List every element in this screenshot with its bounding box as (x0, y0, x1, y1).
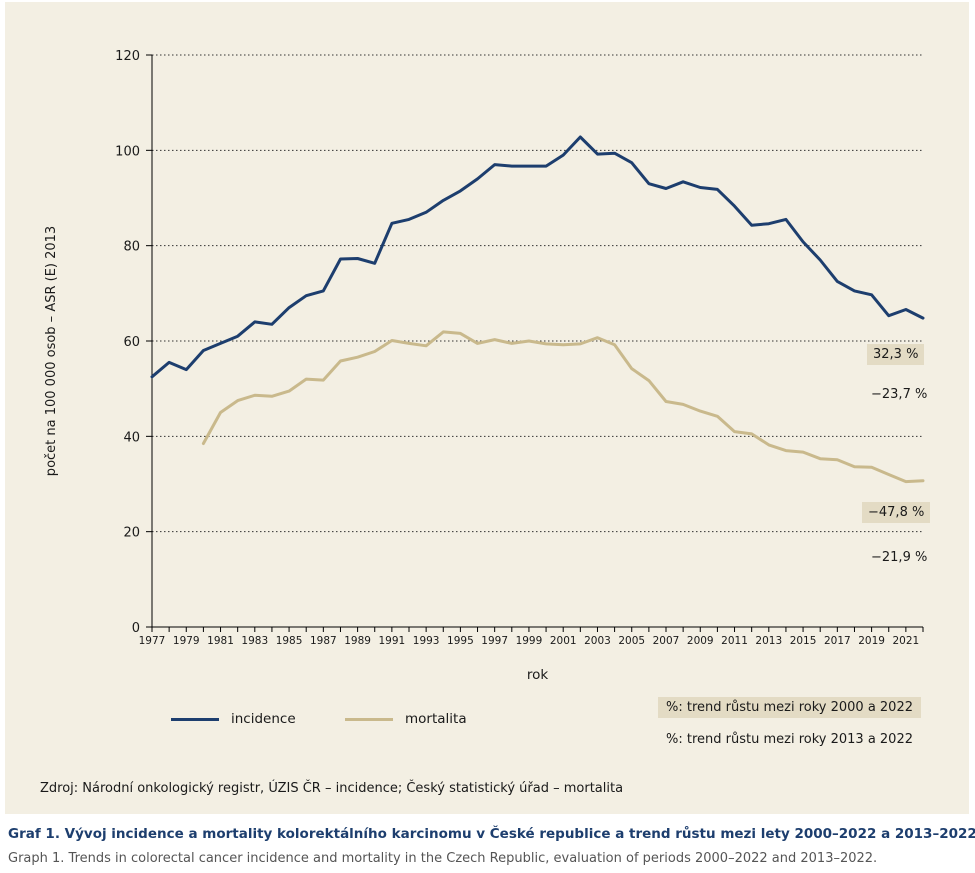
annotation-incidence-2000: 32,3 % (867, 344, 925, 365)
xtick-label: 1987 (310, 635, 337, 647)
legend-label-incidence: incidence (231, 711, 296, 727)
annotation-incidence-2013: −23,7 % (871, 387, 928, 402)
ytick-label: 80 (123, 240, 140, 255)
xtick-label: 2013 (755, 635, 782, 647)
xtick-label: 2021 (892, 635, 919, 647)
series-line-mortalita (201, 330, 925, 484)
annotation-mortality-2000: −47,8 % (862, 502, 931, 523)
legend-item-incidence: incidence (171, 710, 296, 728)
legend-swatch-mortalita (345, 717, 393, 721)
xtick-label: 1981 (207, 635, 234, 647)
source-note: Zdroj: Národní onkologický registr, ÚZIS… (40, 781, 624, 796)
legend-swatch-incidence (171, 717, 219, 721)
xtick-label: 1995 (447, 635, 474, 647)
chart-panel: 0 20 40 60 80 100 120 1977 1979 1981 1983 1985 1987 1… (5, 2, 969, 814)
legend-note-2000: %: trend růstu mezi roky 2000 a 2022 (658, 697, 921, 718)
xtick-label: 2015 (790, 635, 817, 647)
series-line-incidence (150, 135, 925, 379)
caption-subtitle: Graph 1. Trends in colorectal cancer inc… (8, 851, 878, 866)
xtick-label: 1993 (413, 635, 440, 647)
xtick-label: 1997 (481, 635, 508, 647)
xtick-label: 2001 (550, 635, 577, 647)
y-axis-title: počet na 100 000 osob – ASR (E) 2013 (44, 226, 59, 476)
xtick-label: 2019 (858, 635, 885, 647)
annotation-mortality-2013: −21,9 % (871, 550, 928, 565)
xtick-label: 2003 (584, 635, 611, 647)
xtick-label: 2007 (653, 635, 680, 647)
x-axis-title: rok (527, 667, 549, 683)
legend-label-mortalita: mortalita (405, 711, 467, 727)
xtick-label: 2011 (721, 635, 748, 647)
xtick-label: 1989 (344, 635, 371, 647)
ytick-label: 20 (123, 526, 140, 541)
ytick-label: 100 (115, 144, 140, 159)
xtick-label: 1983 (241, 635, 268, 647)
xtick-label: 2009 (687, 635, 714, 647)
ytick-label: 120 (115, 49, 140, 64)
legend-note-2013: %: trend růstu mezi roky 2013 a 2022 (666, 732, 913, 747)
legend-item-mortalita: mortalita (345, 710, 467, 728)
ytick-label: 40 (123, 430, 140, 445)
line-chart: 0 20 40 60 80 100 120 1977 1979 1981 1983 1985 1987 1… (44, 49, 925, 683)
ytick-label: 0 (132, 621, 140, 636)
ytick-label: 60 (123, 335, 140, 350)
xtick-label: 1999 (516, 635, 543, 647)
xtick-label: 1977 (139, 635, 166, 647)
xtick-label: 1979 (173, 635, 200, 647)
xtick-label: 2005 (618, 635, 645, 647)
caption-title: Graf 1. Vývoj incidence a mortality kolo… (8, 826, 975, 842)
xtick-label: 1985 (276, 635, 303, 647)
xtick-label: 2017 (824, 635, 851, 647)
xtick-label: 1991 (378, 635, 405, 647)
